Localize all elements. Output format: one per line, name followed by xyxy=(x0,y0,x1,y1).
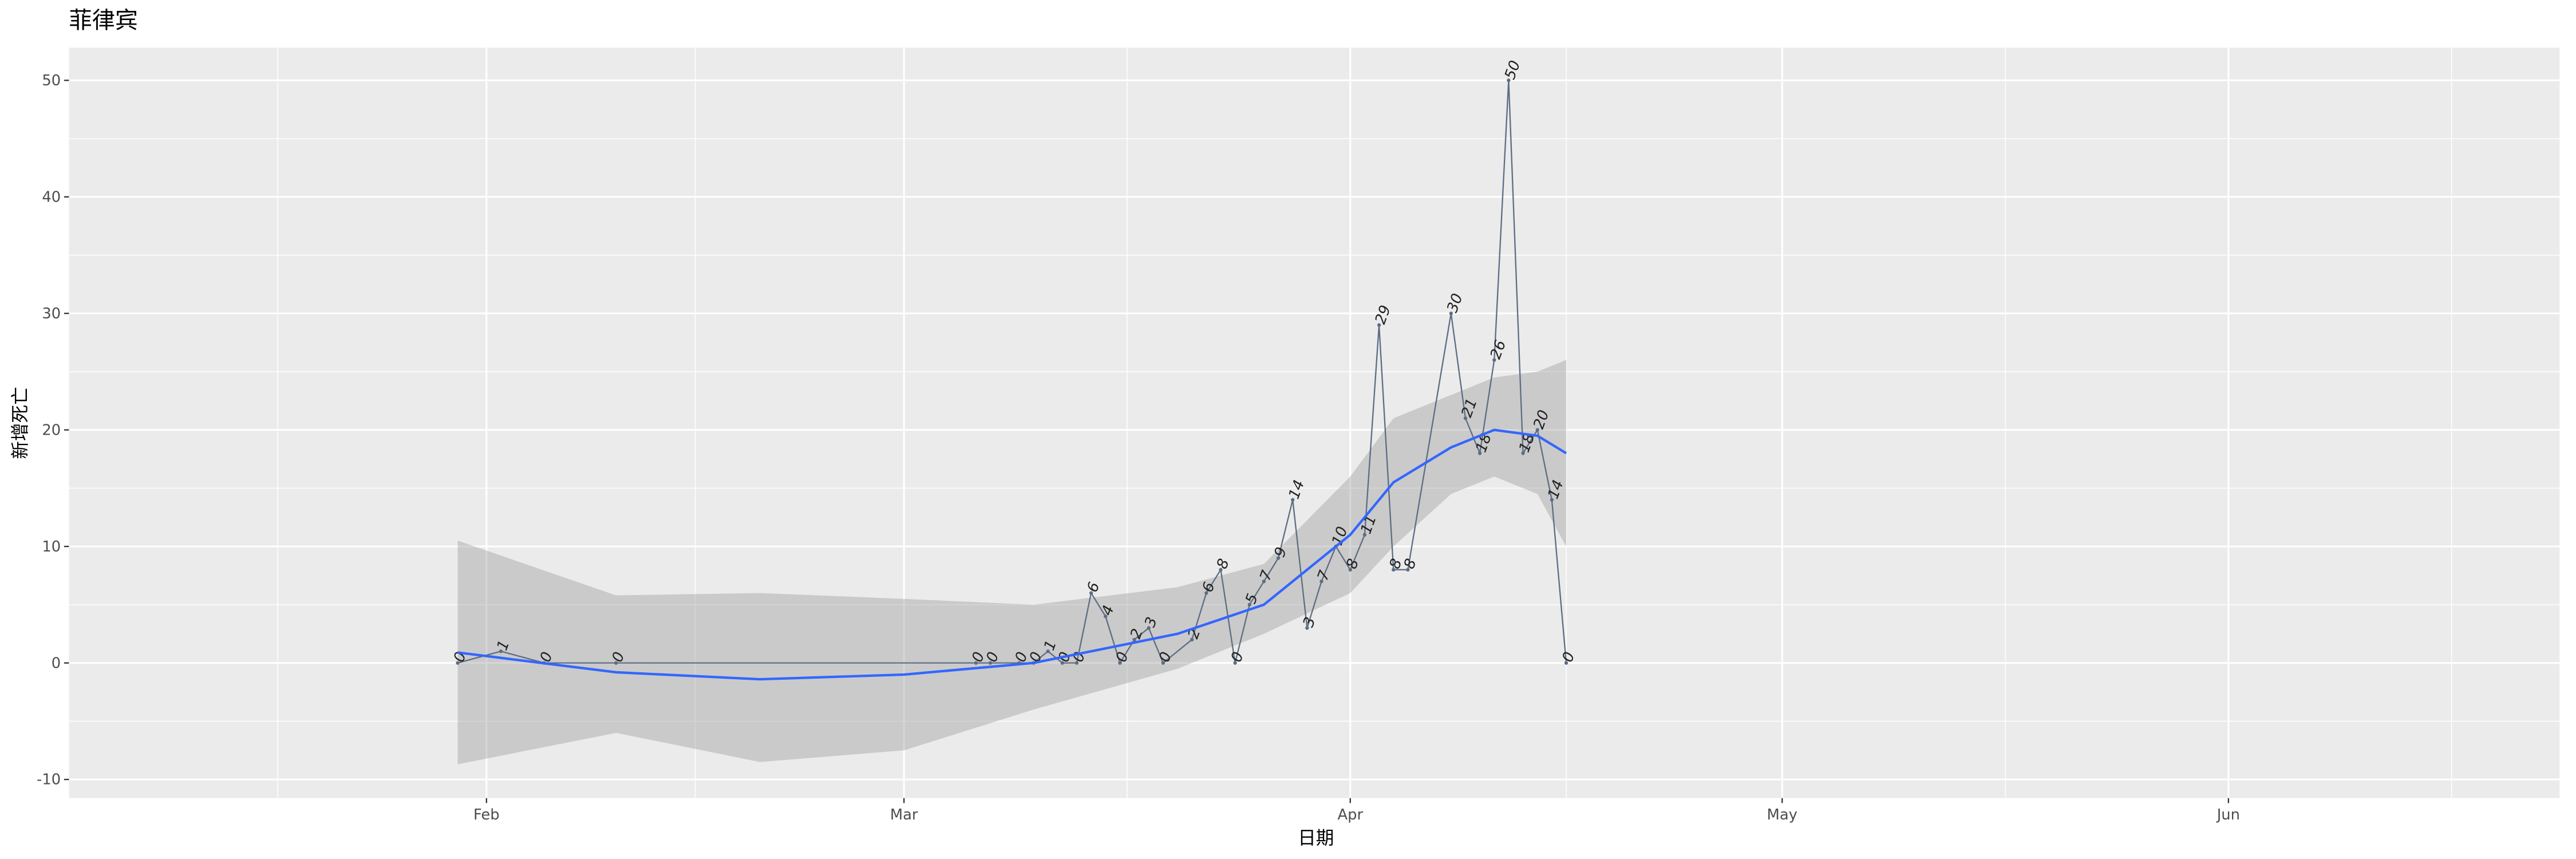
data-point xyxy=(1362,533,1367,537)
data-point xyxy=(499,649,503,653)
data-point xyxy=(1074,661,1079,665)
smooth-line xyxy=(457,428,1567,681)
y-tick-label: 30 xyxy=(42,305,61,322)
y-tick-label: 40 xyxy=(42,188,61,206)
y-tick-label: 20 xyxy=(42,421,61,439)
x-tick-label: Feb xyxy=(473,806,500,823)
data-point xyxy=(1319,580,1323,584)
x-tick-label: Apr xyxy=(1337,806,1363,823)
data-point xyxy=(1449,312,1453,316)
data-point xyxy=(1392,568,1396,572)
data-point xyxy=(1564,661,1568,665)
data-point xyxy=(1147,626,1151,630)
data-point xyxy=(1104,614,1108,618)
data-point xyxy=(1219,568,1223,572)
data-point xyxy=(1247,602,1251,607)
data-point xyxy=(1291,498,1295,502)
data-point xyxy=(1276,556,1281,560)
data-point xyxy=(1046,649,1050,653)
data-point xyxy=(1233,661,1237,665)
y-tick-label: 0 xyxy=(52,655,61,672)
data-point xyxy=(1262,580,1266,584)
chart-title: 菲律宾 xyxy=(69,7,139,34)
y-tick-label: 10 xyxy=(42,538,61,555)
data-point xyxy=(1492,358,1496,362)
x-tick-label: May xyxy=(1767,806,1797,823)
data-point xyxy=(456,661,460,665)
data-point xyxy=(1535,428,1539,432)
data-point xyxy=(1190,637,1194,642)
data-point xyxy=(988,661,993,665)
x-axis-label: 日期 xyxy=(1298,828,1334,849)
data-point xyxy=(1161,661,1165,665)
data-point xyxy=(1118,661,1122,665)
data-point xyxy=(1305,626,1309,630)
data-point xyxy=(1132,637,1136,642)
data-point xyxy=(1406,568,1410,572)
y-tick-label: 50 xyxy=(42,72,61,89)
y-axis-label: 新增死亡 xyxy=(10,387,31,459)
data-point xyxy=(1463,416,1468,420)
data-point xyxy=(614,661,618,665)
data-point xyxy=(1477,451,1482,455)
data-point xyxy=(1060,661,1064,665)
x-tick-label: Mar xyxy=(890,806,918,823)
data-point xyxy=(974,661,978,665)
data-point xyxy=(1204,591,1208,595)
data-point xyxy=(1550,498,1554,502)
x-tick-label: Jun xyxy=(2216,806,2240,823)
data-point xyxy=(1348,568,1352,572)
data-point xyxy=(1507,78,1511,82)
data-point xyxy=(1521,451,1525,455)
y-tick-label: -10 xyxy=(37,771,61,789)
data-point xyxy=(1377,323,1381,327)
panel xyxy=(69,48,2560,798)
data-point xyxy=(1089,591,1093,595)
